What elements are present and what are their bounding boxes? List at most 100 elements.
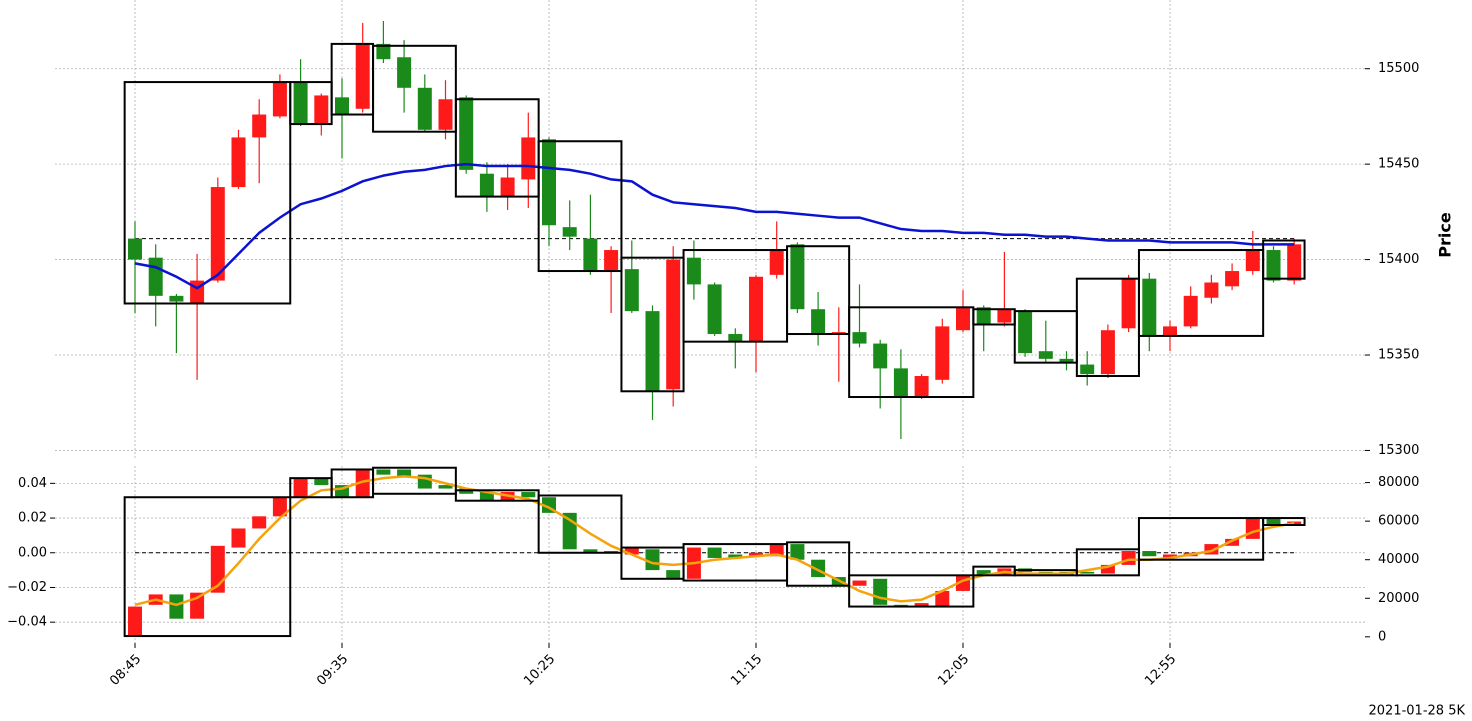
candle-body (479, 492, 494, 501)
candle-body (997, 309, 1012, 323)
candle-body (790, 244, 805, 310)
range-box (1137, 249, 1265, 337)
candle-body (1266, 518, 1281, 525)
y2-tick-label: 80000 (1378, 475, 1419, 490)
candle-body (1059, 358, 1074, 363)
candle-body (666, 259, 681, 390)
candle-body (521, 492, 536, 498)
range-box (123, 496, 292, 638)
candle-body (1142, 278, 1157, 336)
candle-body (769, 250, 784, 275)
range-box (786, 541, 851, 587)
candle-body (624, 269, 639, 312)
candle-body (769, 544, 784, 557)
candle-body (376, 43, 391, 60)
range-box (848, 306, 975, 399)
candle-body (624, 547, 639, 555)
candle-body (852, 580, 867, 586)
candle-body (914, 603, 929, 607)
candle-body (1163, 554, 1177, 558)
candle-body (1287, 244, 1302, 281)
candle-body (686, 257, 701, 285)
candle-body (397, 57, 412, 88)
candle-body (935, 590, 950, 607)
candle-body (252, 516, 267, 529)
candle-body (935, 326, 950, 380)
candle-body (976, 307, 991, 325)
candle-body (1245, 518, 1260, 539)
candle-body (604, 250, 619, 272)
candle-body (231, 137, 246, 188)
range-box (1075, 548, 1140, 577)
candle-body (1121, 278, 1136, 329)
candle-body (128, 606, 142, 637)
x-tick-label: 12:05 (935, 652, 972, 689)
candle-body (956, 307, 970, 331)
x-tick-label: 12:55 (1142, 652, 1179, 689)
candle-body (1245, 250, 1260, 272)
candle-body (128, 238, 142, 260)
candle-body (252, 114, 267, 138)
candle-body (438, 485, 453, 489)
candle-body (355, 43, 370, 109)
y-tick-label: 15350 (1378, 348, 1419, 363)
candle-body (169, 295, 184, 302)
candle-body (749, 552, 763, 557)
candle-body (976, 570, 991, 576)
candle-body (1225, 271, 1240, 287)
candle-body (707, 547, 722, 558)
candle-body (707, 284, 722, 335)
candle-body (811, 309, 826, 335)
candle-body (542, 139, 556, 226)
candle-body (645, 549, 660, 571)
candle-body (852, 332, 867, 344)
candle-body (562, 227, 577, 237)
candle-body (1038, 351, 1053, 359)
range-box (1262, 517, 1306, 527)
range-box (1262, 239, 1306, 280)
range-box (848, 574, 975, 608)
range-box (786, 245, 851, 336)
candle-body (1266, 250, 1281, 281)
candle-body (355, 469, 370, 498)
candle-body (459, 97, 474, 170)
candle-body (1225, 538, 1240, 546)
x-tick-label: 09:35 (314, 652, 351, 689)
y-tick-label: 15300 (1378, 443, 1419, 458)
y-tick-label: −0.02 (7, 580, 47, 595)
candle-body (272, 497, 287, 517)
candle-body (335, 97, 349, 115)
x-tick-label: 10:25 (521, 652, 558, 689)
y-tick-label: −0.04 (7, 615, 47, 630)
candle-body (893, 368, 908, 398)
candle-body (1080, 571, 1095, 574)
candle-body (314, 478, 329, 486)
range-box (123, 81, 292, 305)
y2-tick-label: 40000 (1378, 552, 1419, 567)
candle-body (1080, 364, 1095, 375)
y2-tick-label: 60000 (1378, 514, 1419, 529)
y-axis-label: Price (1436, 212, 1455, 258)
candle-body (417, 87, 432, 130)
y-tick-label: 15500 (1378, 61, 1419, 76)
candle-body (500, 177, 515, 197)
y2-tick-label: 0 (1378, 629, 1386, 644)
y-tick-label: 0.00 (18, 545, 47, 560)
candle-body (914, 376, 929, 398)
candle-body (1018, 311, 1033, 354)
candle-body (293, 82, 308, 125)
candle-body (438, 99, 453, 130)
y-tick-label: 0.04 (18, 476, 47, 491)
indicator-line (134, 475, 1295, 607)
y-tick-label: 15450 (1378, 157, 1419, 172)
y-tick-label: 15400 (1378, 252, 1419, 267)
candle-body (1100, 330, 1115, 375)
candle-body (583, 549, 598, 553)
candle-body (873, 343, 888, 369)
candle-body (169, 594, 184, 619)
candle-body (272, 82, 287, 117)
candle-body (1142, 551, 1157, 557)
candle-body (210, 187, 225, 281)
candle-body (376, 469, 391, 475)
